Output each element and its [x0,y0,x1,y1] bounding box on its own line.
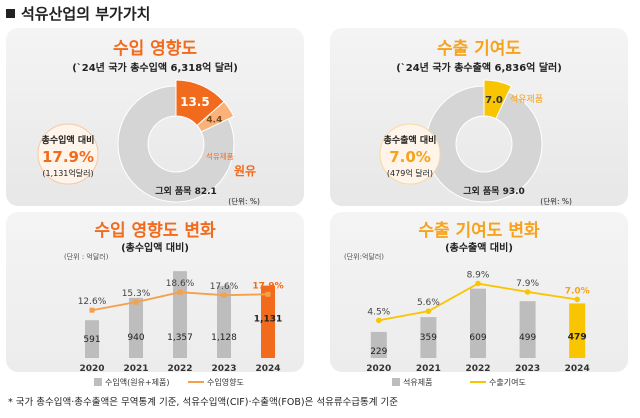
legend-swatch-bar [392,378,400,386]
import-center-value: 17.9% [42,148,94,166]
page-title: 석유산업의 부가가치 [21,4,151,23]
import-pie-svg: 13.5 4.4 그외 품목 82.1 총수입액 대비 17.9% (1,131억달… [37,79,260,206]
export-pie-panel: 수출 기여도 (`24년 국가 총수출액 6,836억 달러) 7.0 그외 품목… [330,28,628,206]
export-center-sub: (479억 달러) [387,168,433,178]
legend-label-line: 수출기여도 [489,377,526,387]
import-slice-name-product: 석유제품 [206,151,234,161]
import-bar-panel: 수입 영향도 변화 (총수입액 대비) (단위 : 억달러) [6,212,304,372]
import-pie-panel: 수입 영향도 (`24년 국가 총수입액 6,318억 달러) 13.5 4.4 그… [6,28,304,206]
pie-slice-label: 그외 품목 93.0 [463,185,525,197]
page-header: 석유산업의 부가가치 [6,2,150,24]
legend-label-bar: 석유제품 [403,377,432,387]
import-pie-subtitle: (`24년 국가 총수입액 6,318억 달러) [72,63,238,74]
legend-label-line: 수입영향도 [207,377,244,387]
pie-slice-label: 그외 품목 82.1 [155,185,217,197]
export-bar-subtitle: (총수출액 대비) [445,243,513,254]
import-slice-name-crude: 원유 [234,164,256,178]
export-bar-title: 수출 기여도 변화 [418,221,540,241]
import-bar-subtitle: (총수입액 대비) [121,243,189,254]
pie-slice [425,85,543,203]
title-bullet [6,8,15,18]
legend-swatch-bar [94,378,102,386]
export-center-value: 7.0% [389,148,431,166]
export-center-circle [379,123,441,185]
export-slice-name-product: 석유제품 [510,94,543,105]
pie-slice-label: 7.0 [485,95,503,106]
export-pie-subtitle: (`24년 국가 총수출액 6,836억 달러) [396,63,562,74]
export-unit-label: (단위: %) [540,196,572,206]
footnote: * 국가 총수입액·총수출액은 무역통계 기준, 석유수입액(CIF)·수출액(… [8,397,399,408]
import-pie-title: 수입 영향도 [112,39,198,59]
legend-label-bar: 수입액(원유+제품) [105,377,169,387]
import-center-label: 총수입액 대비 [42,134,95,146]
import-unit-label: (단위: %) [228,196,260,206]
pie-slice-label: 13.5 [180,95,210,109]
export-center-label: 총수출액 대비 [384,134,437,146]
export-bar-panel: 수출 기여도 변화 (총수출액 대비) (단위:억달러) [330,212,628,372]
export-pie-svg: 7.0 그외 품목 93.0 총수출액 대비 7.0% (479억 달러) 석유제… [379,79,572,206]
import-center-circle [37,123,99,185]
import-center-sub: (1,131억달러) [42,168,93,178]
export-bar-unit: (단위:억달러) [344,253,385,261]
import-bar-unit: (단위 : 억달러) [64,253,109,261]
import-bar-title: 수입 영향도 변화 [94,221,216,241]
export-pie-title: 수출 기여도 [436,39,522,59]
pie-slice-label: 4.4 [206,116,222,126]
pie-slice [117,85,235,203]
